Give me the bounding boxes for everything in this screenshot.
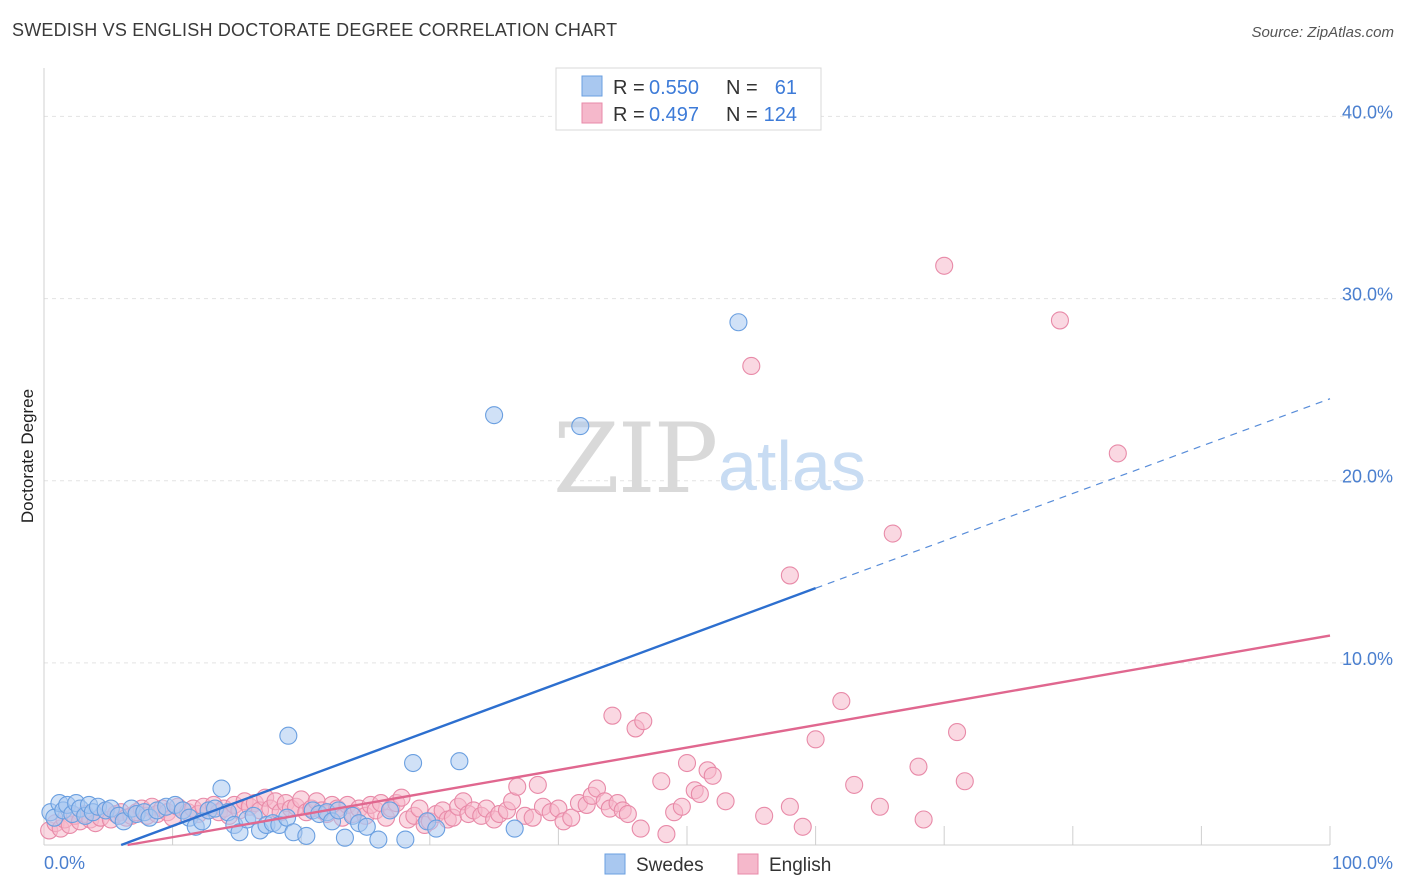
bottom-legend-swatch-swedes [604,853,626,875]
english-point [935,256,954,275]
swedes-point [485,406,504,425]
english-point [562,808,581,827]
english-point [883,524,902,543]
legend-r-label-swedes: R = [613,77,645,99]
english-point [914,810,933,829]
english-point [672,797,691,816]
swedes-point [396,830,415,849]
swedes-point [279,726,298,745]
english-trend-line [127,634,1331,847]
legend-r-value-english: 0.497 [649,104,699,126]
english-point [832,692,851,711]
english-point [528,775,547,794]
swedes-point [369,830,388,849]
grid-lines [44,115,1393,664]
swedes-trend-extension [815,398,1331,589]
bottom-legend-label-english: English [769,855,831,876]
legend-swatch-english [581,102,603,124]
swedes-point [450,752,469,771]
english-point [870,797,889,816]
english-point [948,723,967,742]
english-point [716,792,735,811]
swedes-point [427,819,446,838]
y-axis-tick-labels: 10.0% 20.0% 30.0% 40.0% [1342,102,1393,668]
english-point [631,819,650,838]
english-point [793,817,812,836]
english-point [780,566,799,585]
english-point [909,757,928,776]
english-point [652,772,671,791]
swedes-point [571,417,590,436]
english-point [618,804,637,824]
english-point [755,806,774,825]
swedes-point [212,779,231,798]
y-tick-label: 40.0% [1342,102,1393,122]
swedes-points [41,313,748,849]
bottom-legend-swatch-english [737,853,759,875]
legend-swatch-swedes [581,75,603,97]
swedes-trend-line [120,587,817,847]
swedes-point [335,828,354,847]
english-point [634,712,653,731]
source-label: Source: ZipAtlas.com [1251,24,1394,41]
english-point [690,784,709,804]
legend-n-value-swedes: 61 [775,77,797,99]
swedes-point [357,817,376,836]
y-tick-label: 30.0% [1342,285,1393,305]
english-point [1050,311,1069,330]
english-point [742,356,761,376]
chart-title: SWEDISH VS ENGLISH DOCTORATE DEGREE CORR… [12,20,618,40]
legend-r-value-swedes: 0.550 [649,77,699,99]
swedes-point [505,819,524,838]
bottom-legend-label-swedes: Swedes [636,855,704,876]
legend-n-value-english: 124 [764,104,797,126]
legend-n-label-english: N = [726,104,758,126]
watermark-atlas: atlas [718,427,866,505]
bottom-legend: Swedes English [604,853,831,876]
legend-n-label-swedes: N = [726,77,758,99]
legend-r-label-english: R = [613,104,645,126]
english-point [657,825,676,844]
swedes-point [404,753,423,773]
swedes-point [297,826,316,845]
english-points [40,256,1127,844]
english-point [1108,444,1127,463]
x-tick-label-min: 0.0% [44,853,85,873]
english-point [955,772,974,791]
swedes-point [380,801,399,820]
trend-lines [120,398,1331,847]
english-point [845,775,864,794]
watermark: ZIP atlas [553,403,866,515]
english-point [806,730,825,749]
english-point [603,706,622,725]
legend-box: R = 0.550 N = 61 R = 0.497 N = 124 [555,67,822,131]
english-point [780,797,799,816]
y-tick-label: 20.0% [1342,467,1393,487]
english-point [677,753,697,773]
y-axis-title: Doctorate Degree [18,389,37,523]
x-tick-label-max: 100.0% [1332,853,1393,873]
y-tick-label: 10.0% [1342,649,1393,669]
english-point [508,777,527,796]
english-point [703,766,722,785]
swedes-point [729,313,748,332]
